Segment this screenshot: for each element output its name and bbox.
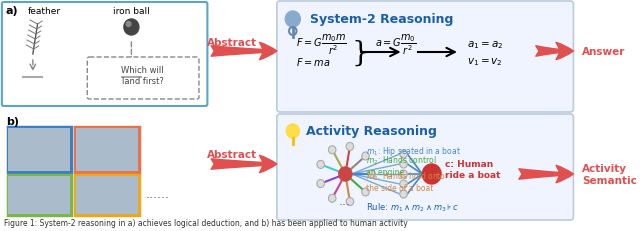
Circle shape: [124, 20, 139, 36]
Text: Activity
Semantic: Activity Semantic: [582, 164, 637, 185]
Text: $m_2$: Hands control
an engine: $m_2$: Hands control an engine: [366, 154, 436, 177]
FancyBboxPatch shape: [87, 58, 199, 100]
FancyBboxPatch shape: [75, 175, 139, 215]
Text: Abstract: Abstract: [207, 38, 257, 48]
Text: $m_1$: Hip seated in a boat: $m_1$: Hip seated in a boat: [366, 145, 461, 158]
Text: a): a): [6, 6, 19, 16]
Circle shape: [400, 190, 407, 198]
FancyBboxPatch shape: [8, 175, 71, 215]
FancyBboxPatch shape: [8, 176, 70, 214]
Circle shape: [328, 146, 336, 154]
Text: c: Human
ride a boat: c: Human ride a boat: [445, 160, 500, 179]
Text: ......: ......: [145, 187, 170, 200]
Text: Rule: $m_1 \wedge m_2 \wedge m_3 \models c$: Rule: $m_1 \wedge m_2 \wedge m_3 \models…: [366, 201, 460, 213]
Circle shape: [346, 143, 354, 151]
Text: $F = G\dfrac{m_0 m}{r^2}$: $F = G\dfrac{m_0 m}{r^2}$: [296, 33, 346, 57]
Text: Activity Reasoning: Activity Reasoning: [306, 125, 437, 138]
Text: ...: ...: [339, 194, 351, 207]
Circle shape: [362, 152, 369, 160]
Text: iron ball: iron ball: [113, 7, 149, 16]
Text: $m_3$: Hands hold onto
the side of a boat: $m_3$: Hands hold onto the side of a boa…: [366, 170, 446, 193]
Circle shape: [400, 170, 407, 178]
FancyBboxPatch shape: [76, 128, 138, 171]
Circle shape: [400, 160, 407, 168]
Circle shape: [362, 188, 369, 196]
Circle shape: [339, 167, 352, 181]
Text: feather: feather: [28, 7, 61, 16]
Text: b): b): [6, 116, 19, 126]
Circle shape: [400, 150, 407, 158]
Circle shape: [286, 125, 300, 138]
Text: $v_1 = v_2$: $v_1 = v_2$: [467, 56, 503, 68]
FancyBboxPatch shape: [76, 176, 138, 214]
Circle shape: [317, 180, 324, 188]
Circle shape: [285, 12, 300, 28]
Circle shape: [126, 22, 131, 27]
Circle shape: [368, 170, 376, 178]
Circle shape: [422, 164, 441, 184]
Text: $F = ma$: $F = ma$: [296, 56, 330, 68]
FancyBboxPatch shape: [277, 115, 573, 220]
FancyBboxPatch shape: [277, 2, 573, 112]
Text: }: }: [352, 39, 370, 66]
Circle shape: [328, 195, 336, 202]
FancyBboxPatch shape: [8, 128, 70, 171]
Text: Which will
land first?: Which will land first?: [122, 66, 164, 85]
Text: System-2 Reasoning: System-2 Reasoning: [310, 13, 453, 26]
Text: $a_1 = a_2$: $a_1 = a_2$: [467, 39, 504, 51]
Text: Figure 1: System-2 reasoning in a) achieves logical deduction, and b) has been a: Figure 1: System-2 reasoning in a) achie…: [4, 218, 408, 227]
FancyBboxPatch shape: [8, 128, 71, 172]
Circle shape: [317, 161, 324, 169]
Text: $a = G\dfrac{m_0}{r^2}$: $a = G\dfrac{m_0}{r^2}$: [376, 33, 417, 57]
Circle shape: [346, 198, 354, 206]
Text: Answer: Answer: [582, 47, 625, 57]
Circle shape: [400, 180, 407, 188]
FancyBboxPatch shape: [2, 3, 207, 106]
Text: Abstract: Abstract: [207, 149, 257, 159]
FancyBboxPatch shape: [75, 128, 139, 172]
